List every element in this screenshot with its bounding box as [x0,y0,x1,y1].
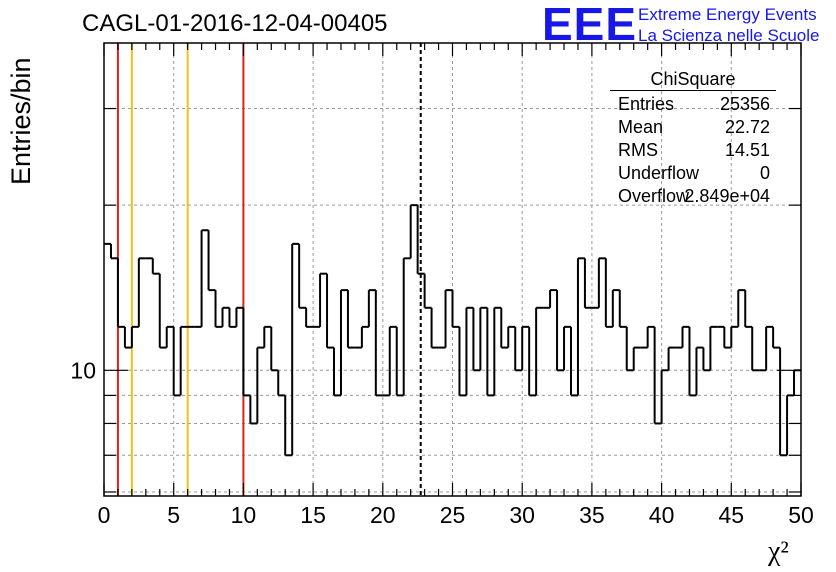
y-tick-label: 10 [70,357,96,383]
stats-row-entries: Entries 25356 [610,93,776,116]
stats-box: ChiSquare Entries 25356 Mean 22.72 RMS 1… [610,68,776,208]
stats-value: 14.51 [724,140,770,160]
stats-row-mean: Mean 22.72 [610,116,776,139]
eee-logo: EEE Extreme Energy Events La Scienza nel… [542,0,836,50]
x-tick-label: 25 [440,502,466,528]
stats-value: 0 [759,163,770,183]
eee-logo-mark: EEE [542,0,638,50]
stats-value: 22.72 [724,117,770,137]
stats-title: ChiSquare [610,68,776,91]
x-tick-label: 0 [98,502,111,528]
x-tick-label: 15 [300,502,326,528]
x-tick-label: 45 [719,502,745,528]
stats-key: Entries [618,94,675,114]
chart-title: CAGL-01-2016-12-04-00405 [82,10,388,37]
stats-value: 2.849e+04 [684,186,770,206]
x-tick-label: 5 [167,502,180,528]
stats-row-rms: RMS 14.51 [610,139,776,162]
x-tick-label: 50 [788,502,814,528]
logo-line-2: La Scienza nelle Scuole [638,26,820,45]
x-axis-label: χ² [768,536,789,567]
x-tick-label: 10 [231,502,257,528]
plot-area [104,43,801,496]
y-axis-label: Entries/bin [6,57,36,185]
stats-row-underflow: Underflow 0 [610,162,776,185]
stats-row-overflow: Overflow 2.849e+04 [610,185,776,208]
x-tick-label: 40 [649,502,675,528]
stats-key: RMS [618,140,658,160]
stats-key: Underflow [618,163,700,183]
x-tick-label: 35 [579,502,605,528]
x-tick-label: 20 [370,502,396,528]
stats-key: Overflow [618,186,690,206]
logo-line-1: Extreme Energy Events [638,5,817,24]
stats-key: Mean [618,117,664,137]
eee-logo-text: Extreme Energy Events La Scienza nelle S… [638,4,819,46]
x-tick-label: 30 [509,502,535,528]
stats-value: 25356 [719,94,770,114]
